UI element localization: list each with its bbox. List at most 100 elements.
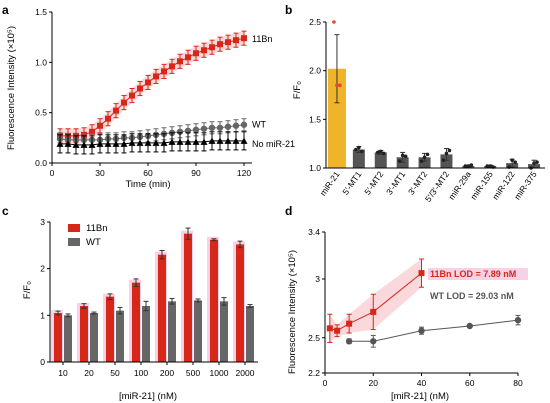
c-bar [80, 306, 88, 362]
c-xtick-label: 20 [84, 368, 94, 378]
a-series-line [60, 140, 244, 146]
a-point [129, 92, 135, 99]
a-point [200, 125, 208, 132]
a-point [224, 123, 232, 130]
d-point [370, 338, 377, 345]
a-point [200, 138, 208, 145]
c-bar [54, 313, 62, 362]
a-point [177, 58, 183, 65]
c-bar [90, 313, 98, 362]
b-bar [327, 68, 346, 168]
panel-c-ylabel: F/F₀ [22, 281, 33, 299]
panel-a: 11Bn WT No miR-21 0.0 0.5 1.0 1.5 0 30 60 90 120 T… [6, 7, 295, 190]
panel-a-xlabel: Time (min) [125, 179, 170, 190]
d-point [418, 270, 425, 277]
c-errorbar [107, 293, 113, 300]
a-point [89, 128, 95, 135]
d-xtick-label: 20 [369, 378, 379, 388]
b-ytick-label: 1.0 [309, 163, 321, 173]
a-point [161, 68, 167, 75]
a-point [184, 138, 192, 145]
b-datapoint [375, 150, 380, 155]
a-ytick-label: 1.5 [35, 7, 47, 17]
b-category-label: miR-21 [318, 169, 342, 197]
b-datapoint [513, 160, 517, 164]
a-xtick-label: 60 [143, 168, 153, 178]
b-datapoint [444, 151, 449, 156]
panel-c-xlabel: [miR-21] (nM) [119, 391, 177, 402]
a-point [137, 85, 143, 92]
panel-label-c: c [2, 204, 9, 218]
a-point [185, 54, 191, 61]
b-ytick-label: 1.5 [309, 114, 321, 124]
b-datapoint [378, 149, 383, 154]
b-bar [440, 154, 453, 168]
c-bar [246, 306, 254, 362]
a-ytick-label: 0.5 [35, 108, 47, 118]
d-ytick-label: 2.5 [308, 333, 320, 343]
c-bar [220, 301, 228, 362]
a-point [209, 44, 215, 51]
panel-label-a: a [2, 3, 9, 17]
a-point [233, 37, 239, 44]
c-ytick-label: 0 [40, 357, 45, 367]
c-errorbar [211, 238, 217, 242]
a-point [128, 139, 136, 146]
c-xtick-label: 50 [110, 368, 120, 378]
a-point [104, 140, 112, 147]
a-11bn-band [60, 31, 244, 143]
a-point [153, 73, 159, 80]
c-bar [210, 239, 218, 362]
a-point [169, 63, 175, 70]
a-point [144, 139, 152, 146]
a-point [80, 141, 88, 148]
d-series-label: WT LOD = 29.03 nM [430, 291, 514, 301]
panel-d-ylabel: Fluorescence Intensity (×10⁵) [287, 250, 298, 374]
a-point [136, 139, 144, 146]
b-category-label: 3'-MT1 [384, 169, 407, 196]
c-ytick-label: 3 [40, 217, 45, 227]
a-point [232, 137, 240, 144]
d-xtick-label: 60 [465, 378, 475, 388]
a-point [64, 140, 72, 147]
c-errorbar [237, 240, 243, 249]
c-errorbar [55, 310, 61, 316]
d-label-highlight [428, 268, 528, 280]
c-xtick-label: 500 [186, 368, 200, 378]
d-ytick-label: 3.4 [308, 227, 320, 237]
a-point [201, 47, 207, 54]
b-datapoint [354, 147, 358, 152]
b-datapoint [332, 20, 336, 24]
b-datapoint [532, 161, 536, 165]
a-point [72, 141, 80, 148]
b-datapoint [469, 163, 474, 167]
a-point [192, 126, 200, 133]
a-point [121, 99, 127, 106]
a-legend-label: No miR-21 [252, 139, 295, 149]
d-xtick-label: 0 [323, 378, 328, 388]
a-point [216, 137, 224, 144]
a-point [56, 140, 64, 147]
d-point [418, 327, 425, 334]
c-xtick-label: 100 [134, 368, 148, 378]
d-point [514, 316, 522, 324]
d-point [346, 320, 353, 327]
b-category-label: 5'-MT1 [340, 169, 363, 196]
b-datapoint [422, 155, 427, 160]
c-errorbar [221, 297, 227, 306]
a-point [176, 138, 184, 145]
a-point [160, 139, 168, 146]
c-legend-swatch [68, 238, 80, 246]
a-point [240, 121, 248, 128]
c-errorbar [117, 306, 123, 315]
a-point [208, 137, 216, 144]
b-bar [418, 157, 431, 168]
a-point [96, 140, 104, 147]
b-bar [374, 152, 387, 168]
c-xtick-label: 200 [160, 368, 174, 378]
d-ytick-label: 2.2 [308, 368, 320, 378]
panel-label-d: d [285, 204, 292, 218]
a-xtick-label: 0 [50, 168, 55, 178]
a-point [241, 35, 247, 42]
